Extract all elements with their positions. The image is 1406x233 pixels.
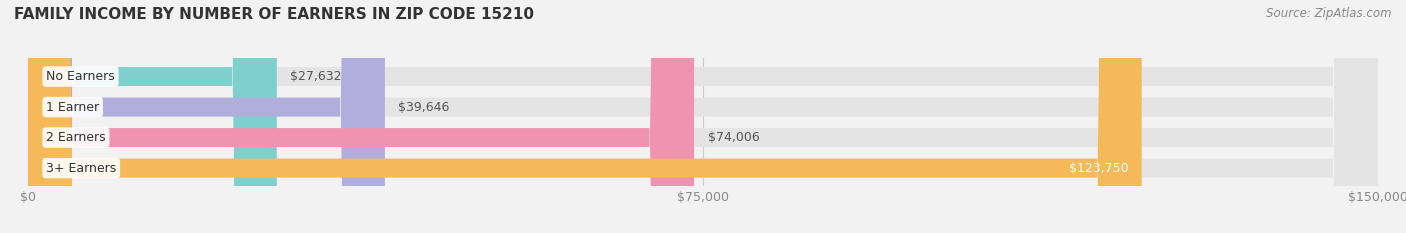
FancyBboxPatch shape: [28, 0, 1378, 233]
Text: $39,646: $39,646: [398, 101, 450, 113]
Text: $123,750: $123,750: [1069, 162, 1128, 175]
Text: $27,632: $27,632: [290, 70, 342, 83]
FancyBboxPatch shape: [28, 0, 277, 233]
FancyBboxPatch shape: [28, 0, 1142, 233]
Text: No Earners: No Earners: [46, 70, 115, 83]
Text: 2 Earners: 2 Earners: [46, 131, 105, 144]
FancyBboxPatch shape: [28, 0, 385, 233]
Text: 1 Earner: 1 Earner: [46, 101, 100, 113]
FancyBboxPatch shape: [28, 0, 1378, 233]
Text: 3+ Earners: 3+ Earners: [46, 162, 117, 175]
Text: Source: ZipAtlas.com: Source: ZipAtlas.com: [1267, 7, 1392, 20]
Text: FAMILY INCOME BY NUMBER OF EARNERS IN ZIP CODE 15210: FAMILY INCOME BY NUMBER OF EARNERS IN ZI…: [14, 7, 534, 22]
Text: $74,006: $74,006: [707, 131, 759, 144]
FancyBboxPatch shape: [28, 0, 695, 233]
FancyBboxPatch shape: [28, 0, 1378, 233]
FancyBboxPatch shape: [28, 0, 1378, 233]
